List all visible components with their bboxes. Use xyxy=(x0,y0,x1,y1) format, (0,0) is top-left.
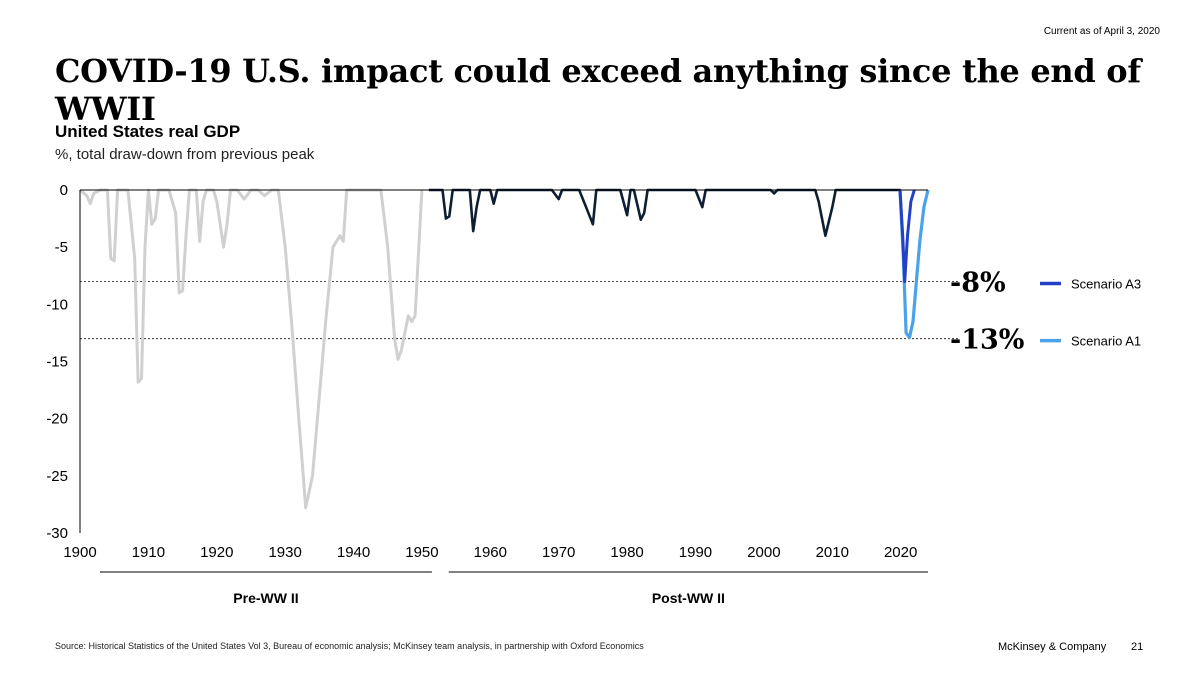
y-tick-label: -5 xyxy=(55,239,68,256)
y-tick-label: -25 xyxy=(46,468,68,485)
x-tick-label: 2010 xyxy=(816,544,849,561)
legend-label: Scenario A1 xyxy=(1071,334,1141,349)
x-tick-label: 2020 xyxy=(884,544,917,561)
y-tick-label: -10 xyxy=(46,296,68,313)
x-tick-label: 1910 xyxy=(132,544,165,561)
series-line-pre-ww2 xyxy=(79,188,424,510)
reference-callout: -13% xyxy=(950,325,1024,356)
group-label: Post-WW II xyxy=(652,590,725,606)
group-label: Pre-WW II xyxy=(233,590,298,606)
chart-title: United States real GDP xyxy=(55,122,241,141)
x-tick-label: 1900 xyxy=(63,544,96,561)
x-tick-label: 2000 xyxy=(747,544,780,561)
y-tick-label: -20 xyxy=(46,411,68,428)
slide-headline: COVID-19 U.S. impact could exceed anythi… xyxy=(55,52,1141,128)
chart-subtitle: %, total draw-down from previous peak xyxy=(55,146,315,163)
x-tick-label: 1980 xyxy=(610,544,643,561)
source-note: Source: Historical Statistics of the Uni… xyxy=(55,641,644,651)
y-tick-label: -30 xyxy=(46,525,68,542)
x-tick-label: 1940 xyxy=(337,544,370,561)
series-line-post-ww2 xyxy=(428,188,901,237)
brand-name: McKinsey & Company xyxy=(998,641,1107,653)
x-tick-label: 1920 xyxy=(200,544,233,561)
reference-callout: -8% xyxy=(950,267,1006,298)
series-line-a1 xyxy=(898,189,930,340)
x-tick-label: 1970 xyxy=(542,544,575,561)
x-tick-label: 1960 xyxy=(474,544,507,561)
current-as-of-date: Current as of April 3, 2020 xyxy=(1043,26,1160,37)
page-number: 21 xyxy=(1131,641,1144,653)
y-tick-label: -15 xyxy=(46,354,68,371)
x-tick-label: 1990 xyxy=(679,544,712,561)
x-tick-label: 1950 xyxy=(405,544,438,561)
y-tick-label: 0 xyxy=(60,182,68,199)
x-tick-label: 1930 xyxy=(268,544,301,561)
series-line-a3 xyxy=(898,189,916,283)
legend-label: Scenario A3 xyxy=(1071,276,1141,291)
